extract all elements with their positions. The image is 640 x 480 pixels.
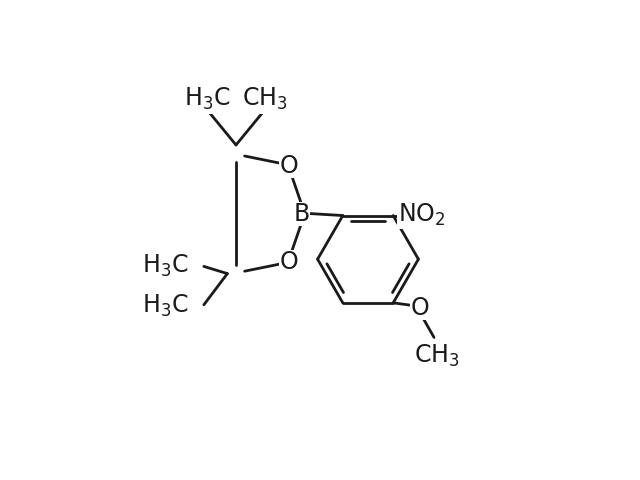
Text: $\mathregular{H_3C}$: $\mathregular{H_3C}$	[141, 293, 188, 319]
Text: $\mathregular{CH_3}$: $\mathregular{CH_3}$	[242, 86, 287, 112]
Text: B: B	[294, 202, 310, 226]
Text: $\mathregular{H_3C}$: $\mathregular{H_3C}$	[141, 252, 188, 278]
Text: $\mathregular{CH_3}$: $\mathregular{CH_3}$	[413, 343, 460, 369]
Text: O: O	[280, 154, 298, 178]
Text: $\mathregular{NO_2}$: $\mathregular{NO_2}$	[398, 202, 445, 228]
Text: $\mathregular{H_3C}$: $\mathregular{H_3C}$	[184, 86, 230, 112]
Text: O: O	[280, 250, 298, 274]
Text: O: O	[410, 296, 429, 320]
